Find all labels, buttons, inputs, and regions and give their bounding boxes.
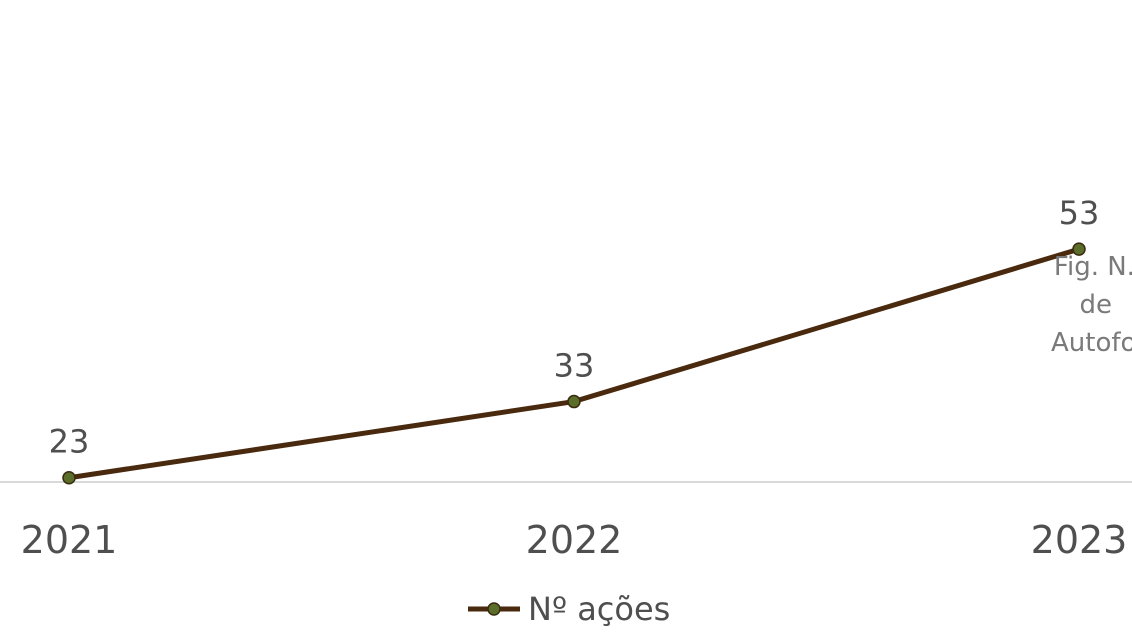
caption-line-2: de <box>1079 290 1113 320</box>
caption-line-3: Autoform <box>1051 328 1132 358</box>
data-point <box>1072 242 1086 256</box>
x-tick-label: 2022 <box>526 518 623 562</box>
legend-label: Nº ações <box>528 590 671 628</box>
data-label: 53 <box>1059 194 1100 232</box>
legend-swatch-icon <box>468 602 520 616</box>
data-point <box>567 394 581 409</box>
x-tick-label: 2021 <box>21 518 118 562</box>
series-layer <box>62 242 1086 485</box>
x-tick-label: 2023 <box>1031 518 1128 562</box>
data-labels: 23 33 53 <box>49 194 1100 461</box>
caption-line-1: Fig. N.º 5 <box>1053 252 1132 282</box>
figure-caption: Fig. N.º 5 de Autoform <box>932 248 1132 362</box>
data-label: 23 <box>49 423 90 461</box>
x-tick-labels: 2021 2022 2023 <box>21 518 1128 562</box>
data-point <box>62 470 76 485</box>
legend: Nº ações <box>466 590 670 628</box>
data-label: 33 <box>554 347 595 385</box>
